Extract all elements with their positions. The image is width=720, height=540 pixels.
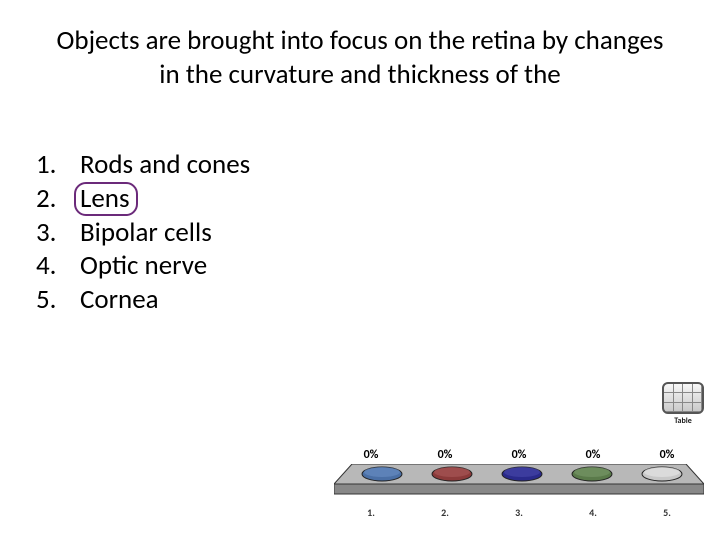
answer-number: 2. — [36, 182, 80, 216]
answer-number: 3. — [36, 216, 80, 250]
answer-option[interactable]: 4. Optic nerve — [36, 249, 250, 283]
xlabel: 2. — [417, 506, 473, 519]
xlabel: 1. — [343, 506, 399, 519]
percent-label: 0% — [417, 448, 473, 462]
answer-number: 1. — [36, 148, 80, 182]
question-text: Objects are brought into focus on the re… — [46, 24, 674, 92]
answer-text: Bipolar cells — [80, 216, 212, 250]
answer-option[interactable]: 1. Rods and cones — [36, 148, 250, 182]
xlabel: 5. — [639, 506, 695, 519]
answer-text: Optic nerve — [80, 249, 207, 283]
answer-option[interactable]: 3. Bipolar cells — [36, 216, 250, 250]
table-grid-icon — [662, 382, 704, 414]
percent-label: 0% — [565, 448, 621, 462]
answer-text: Cornea — [80, 283, 159, 317]
table-label: Table — [660, 416, 706, 426]
answer-number: 4. — [36, 249, 80, 283]
xlabel: 4. — [565, 506, 621, 519]
response-chart: 0% 0% 0% 0% 0% 1. 2. 3. 4. 5. — [334, 448, 704, 519]
answer-list: 1. Rods and cones 2. Lens 3. Bipolar cel… — [36, 148, 250, 317]
xlabel: 3. — [491, 506, 547, 519]
percent-label: 0% — [639, 448, 695, 462]
chart-percents: 0% 0% 0% 0% 0% — [334, 448, 704, 462]
answer-text-circled: Lens — [80, 182, 130, 216]
percent-label: 0% — [491, 448, 547, 462]
chart-xlabels: 1. 2. 3. 4. 5. — [334, 506, 704, 519]
answer-option[interactable]: 2. Lens — [36, 182, 250, 216]
percent-label: 0% — [343, 448, 399, 462]
answer-option[interactable]: 5. Cornea — [36, 283, 250, 317]
table-button[interactable]: Table — [660, 382, 706, 430]
chart-platform — [334, 464, 704, 500]
answer-number: 5. — [36, 283, 80, 317]
answer-text: Rods and cones — [80, 148, 250, 182]
